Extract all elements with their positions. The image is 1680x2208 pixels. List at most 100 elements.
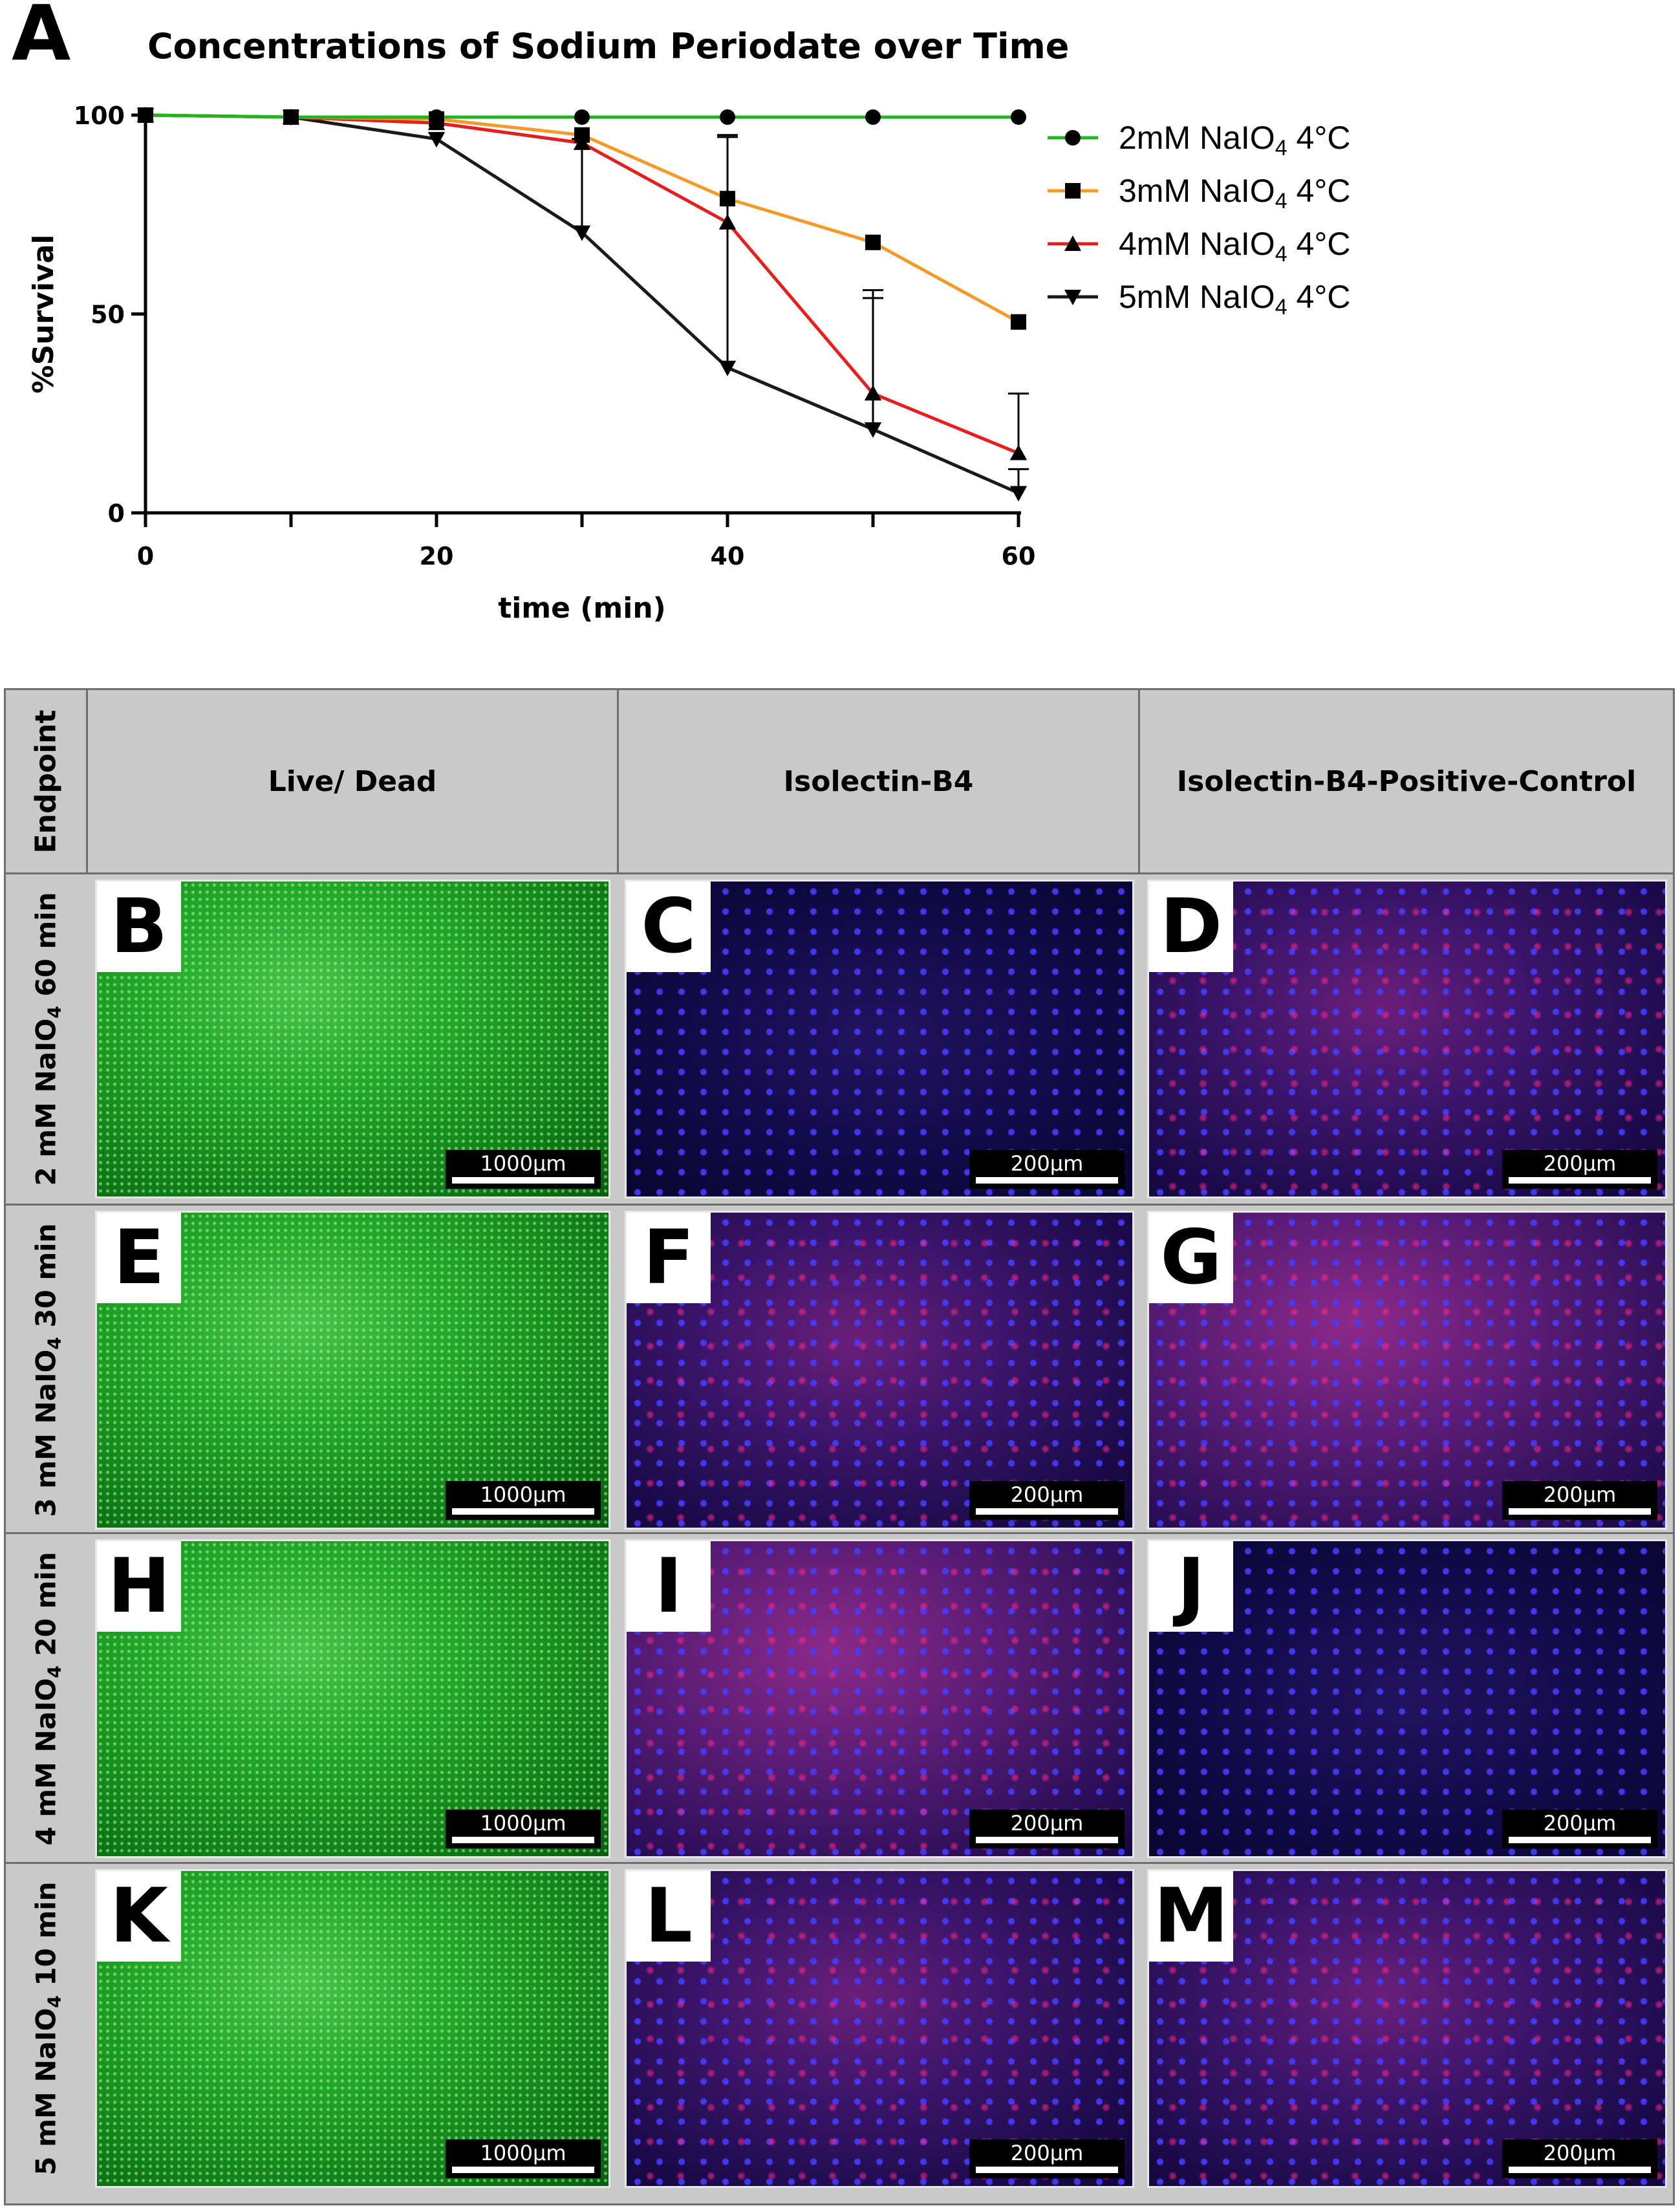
data-point (865, 234, 881, 250)
row-label-text: 4 mM NaIO4 20 min (30, 1552, 65, 1846)
legend-item: 3mM NaIO4 4°C (1048, 168, 1500, 213)
panel-letter: H (97, 1541, 181, 1632)
micrograph-j: J 200µm (1147, 1539, 1667, 1858)
row-divider (6, 1862, 1673, 1864)
data-point (1011, 109, 1026, 125)
scale-bar: 200µm (1502, 1810, 1657, 1848)
scale-bar-label: 1000µm (480, 2141, 566, 2165)
legend-swatch (1048, 183, 1098, 199)
data-point (283, 109, 299, 125)
column-header-isolectin-b4: Isolectin-B4 (783, 764, 974, 798)
scale-bar-line (976, 2167, 1118, 2173)
x-tick-label: 40 (711, 542, 745, 570)
micrograph-texture (1149, 1213, 1665, 1528)
scale-bar: 1000µm (446, 1810, 601, 1848)
row-label: 2 mM NaIO4 60 min (6, 874, 86, 1204)
legend-label: 3mM NaIO4 4°C (1119, 173, 1351, 213)
micrograph-m: M 200µm (1147, 1869, 1667, 2188)
panel-letter: M (1149, 1871, 1233, 1962)
scale-bar-line (452, 1177, 594, 1184)
micrograph-texture (627, 1871, 1132, 2186)
scale-bar: 200µm (969, 2139, 1125, 2178)
header-bottom-divider (6, 872, 1673, 874)
data-point (429, 109, 444, 125)
scale-bar-label: 200µm (1010, 1151, 1084, 1176)
micrograph-f: F 200µm (625, 1211, 1134, 1530)
y-tick-label: 100 (74, 102, 125, 130)
panel-letter: C (627, 882, 711, 972)
header-divider (1138, 690, 1140, 872)
column-header-live-dead: Live/ Dead (268, 764, 437, 798)
panel-letter: K (97, 1871, 181, 1962)
x-axis-label: time (min) (498, 592, 666, 625)
data-point (427, 132, 446, 148)
micrograph-b: B 1000µm (95, 880, 610, 1198)
scale-bar: 200µm (969, 1150, 1125, 1189)
legend-label: 5mM NaIO4 4°C (1119, 279, 1351, 319)
legend-item: 4mM NaIO4 4°C (1048, 221, 1500, 266)
scale-bar: 200µm (1502, 1481, 1657, 1520)
panel-letter-a: A (12, 0, 71, 78)
micrograph-texture (97, 1871, 608, 2186)
scale-bar: 1000µm (446, 1481, 601, 1520)
scale-bar-line (452, 1508, 594, 1515)
data-point (865, 109, 881, 125)
scale-bar-line (976, 1508, 1118, 1515)
micrograph-texture (627, 1541, 1132, 1856)
data-point (864, 422, 882, 438)
legend-item: 5mM NaIO4 4°C (1048, 274, 1500, 319)
corner-label: Endpoint (29, 709, 63, 854)
scale-bar-label: 200µm (1010, 2141, 1084, 2165)
scale-bar-label: 200µm (1010, 1482, 1084, 1507)
scale-bar-label: 200µm (1543, 1151, 1617, 1176)
legend-swatch (1048, 130, 1098, 146)
y-tick-label: 0 (108, 499, 125, 528)
panel-letter: I (627, 1541, 711, 1632)
data-point (1009, 444, 1028, 460)
panel-letter: F (627, 1213, 711, 1303)
data-point (574, 109, 590, 125)
row-label-text: 2 mM NaIO4 60 min (30, 892, 65, 1186)
data-point (1009, 486, 1028, 502)
panel-letter: E (97, 1213, 181, 1303)
scale-bar-label: 200µm (1543, 2141, 1617, 2165)
scale-bar-label: 200µm (1543, 1811, 1617, 1835)
panel-letter: J (1149, 1541, 1233, 1632)
micrograph-c: C 200µm (625, 880, 1134, 1198)
scale-bar-line (1509, 1837, 1651, 1843)
scale-bar-line (452, 1837, 594, 1843)
micrograph-d: D 200µm (1147, 880, 1667, 1198)
micrograph-g: G 200µm (1147, 1211, 1667, 1530)
scale-bar: 1000µm (446, 1150, 601, 1189)
scale-bar-line (976, 1837, 1118, 1843)
panel-a-chart: A Concentrations of Sodium Periodate ove… (0, 0, 1680, 647)
legend-item: 2mM NaIO4 4°C (1048, 115, 1500, 160)
row-label: 3 mM NaIO4 30 min (6, 1206, 86, 1535)
x-tick-label: 0 (137, 542, 154, 570)
row-label: 5 mM NaIO4 10 min (6, 1864, 86, 2193)
micrograph-texture (97, 882, 608, 1196)
micrograph-i: I 200µm (625, 1539, 1134, 1858)
row-label-text: 3 mM NaIO4 30 min (30, 1223, 65, 1517)
corner-header: Endpoint (6, 690, 86, 872)
scale-bar-label: 1000µm (480, 1811, 566, 1835)
micrograph-texture (1149, 1541, 1665, 1856)
scale-bar-label: 1000µm (480, 1482, 566, 1507)
y-tick-label: 50 (91, 301, 125, 329)
scale-bar-line (1509, 1508, 1651, 1515)
data-point (574, 127, 590, 143)
panel-letter: B (97, 882, 181, 972)
panel-letter: G (1149, 1213, 1233, 1303)
scale-bar-line (1509, 2167, 1651, 2173)
y-axis-label: %Survival (27, 234, 60, 393)
scale-bar: 200µm (969, 1481, 1125, 1520)
micrograph-h: H 1000µm (95, 1539, 610, 1858)
panel-letter: D (1149, 882, 1233, 972)
micrograph-texture (97, 1541, 608, 1856)
scale-bar: 1000µm (446, 2139, 601, 2178)
column-header-positive-control: Isolectin-B4-Positive-Control (1176, 764, 1637, 798)
data-point (718, 360, 737, 376)
micrograph-texture (627, 1213, 1132, 1528)
data-point (718, 213, 737, 230)
row-label: 4 mM NaIO4 20 min (6, 1534, 86, 1863)
